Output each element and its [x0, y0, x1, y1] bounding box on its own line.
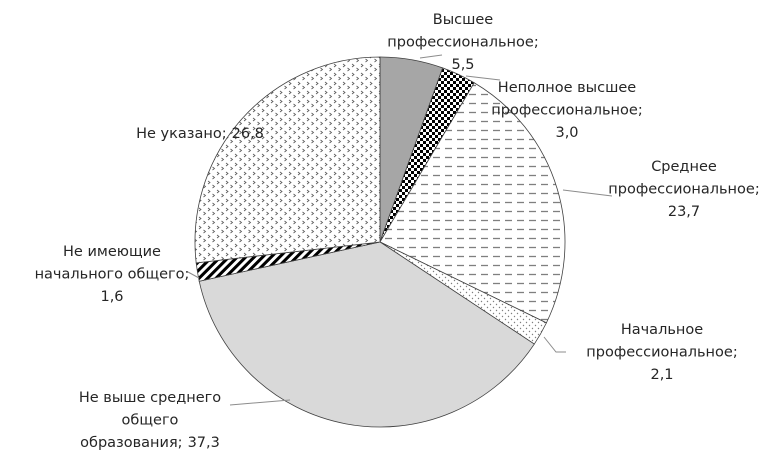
slice-label: Среднее профессиональное; — [608, 159, 759, 198]
value-label: 2,1 — [650, 367, 673, 383]
leader-line — [187, 271, 200, 279]
leader-line — [229, 399, 291, 406]
leader-line — [465, 75, 501, 81]
value-label: 1,6 — [100, 289, 123, 305]
value-label: 5,5 — [451, 57, 474, 73]
leader-line — [419, 54, 443, 59]
pie-slice — [379, 82, 566, 324]
slice-label: Не имеющие начального общего; — [35, 244, 190, 283]
value-label: 3,0 — [555, 125, 578, 141]
slice-label: Не выше среднего общего образования; — [79, 390, 221, 451]
value-label: 26,8 — [232, 126, 264, 142]
slice-label: Не указано; — [136, 126, 227, 142]
slice-label: Неполное высшее профессиональное; — [491, 80, 642, 119]
slice-label: Начальное профессиональное; — [586, 322, 737, 361]
value-label: 23,7 — [668, 204, 700, 220]
value-label: 37,3 — [188, 435, 220, 451]
pie-slice — [198, 241, 535, 428]
leader-line — [543, 336, 566, 353]
pie-slice — [194, 56, 381, 264]
slice-label: Высшее профессиональное; — [387, 12, 538, 51]
leader-line — [562, 189, 613, 197]
